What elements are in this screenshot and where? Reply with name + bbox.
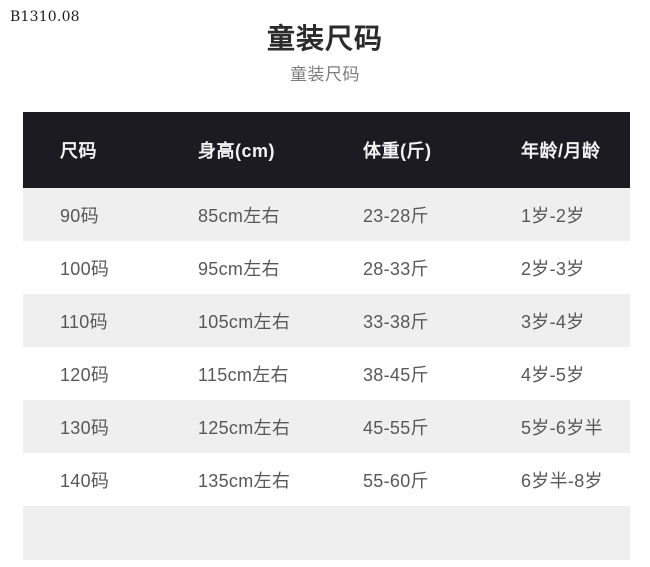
- cell-age: 4岁-5岁: [521, 347, 630, 400]
- table-row: 130码 125cm左右 45-55斤 5岁-6岁半: [23, 400, 630, 453]
- table-row: 110码 105cm左右 33-38斤 3岁-4岁: [23, 294, 630, 347]
- cell-size: 130码: [23, 400, 198, 453]
- cell-weight: 55-60斤: [363, 453, 521, 506]
- cell-size: 100码: [23, 241, 198, 294]
- cell-weight: 45-55斤: [363, 400, 521, 453]
- cell-weight: 23-28斤: [363, 188, 521, 241]
- table-body: 90码 85cm左右 23-28斤 1岁-2岁 100码 95cm左右 28-3…: [23, 188, 630, 560]
- cell-age: 2岁-3岁: [521, 241, 630, 294]
- cell-size: 140码: [23, 453, 198, 506]
- column-header-size: 尺码: [23, 112, 198, 188]
- cell-age: 1岁-2岁: [521, 188, 630, 241]
- cell-size: [23, 506, 198, 560]
- table-row: 120码 115cm左右 38-45斤 4岁-5岁: [23, 347, 630, 400]
- watermark-label: B1310.08: [10, 9, 80, 25]
- cell-age: 3岁-4岁: [521, 294, 630, 347]
- column-header-weight: 体重(斤): [363, 112, 521, 188]
- cell-weight: 28-33斤: [363, 241, 521, 294]
- table-row-blank: [23, 506, 630, 560]
- cell-size: 110码: [23, 294, 198, 347]
- table-header-row: 尺码 身高(cm) 体重(斤) 年龄/月龄: [23, 112, 630, 188]
- cell-size: 90码: [23, 188, 198, 241]
- cell-age: 6岁半-8岁: [521, 453, 630, 506]
- cell-weight: 33-38斤: [363, 294, 521, 347]
- table-row: 100码 95cm左右 28-33斤 2岁-3岁: [23, 241, 630, 294]
- cell-height: 85cm左右: [198, 188, 363, 241]
- cell-weight: [363, 506, 521, 560]
- cell-height: 115cm左右: [198, 347, 363, 400]
- table-header: 尺码 身高(cm) 体重(斤) 年龄/月龄: [23, 112, 630, 188]
- cell-height: 135cm左右: [198, 453, 363, 506]
- cell-height: 125cm左右: [198, 400, 363, 453]
- cell-height: 105cm左右: [198, 294, 363, 347]
- cell-age: [521, 506, 630, 560]
- page-subtitle: 童装尺码: [290, 65, 360, 84]
- page-title: 童装尺码: [266, 23, 383, 54]
- table-row: 90码 85cm左右 23-28斤 1岁-2岁: [23, 188, 630, 241]
- table-row: 140码 135cm左右 55-60斤 6岁半-8岁: [23, 453, 630, 506]
- cell-height: 95cm左右: [198, 241, 363, 294]
- cell-weight: 38-45斤: [363, 347, 521, 400]
- size-chart-table: 尺码 身高(cm) 体重(斤) 年龄/月龄 90码 85cm左右 23-28斤 …: [23, 112, 630, 560]
- cell-height: [198, 506, 363, 560]
- column-header-age: 年龄/月龄: [521, 112, 630, 188]
- column-header-height: 身高(cm): [198, 112, 363, 188]
- cell-age: 5岁-6岁半: [521, 400, 630, 453]
- cell-size: 120码: [23, 347, 198, 400]
